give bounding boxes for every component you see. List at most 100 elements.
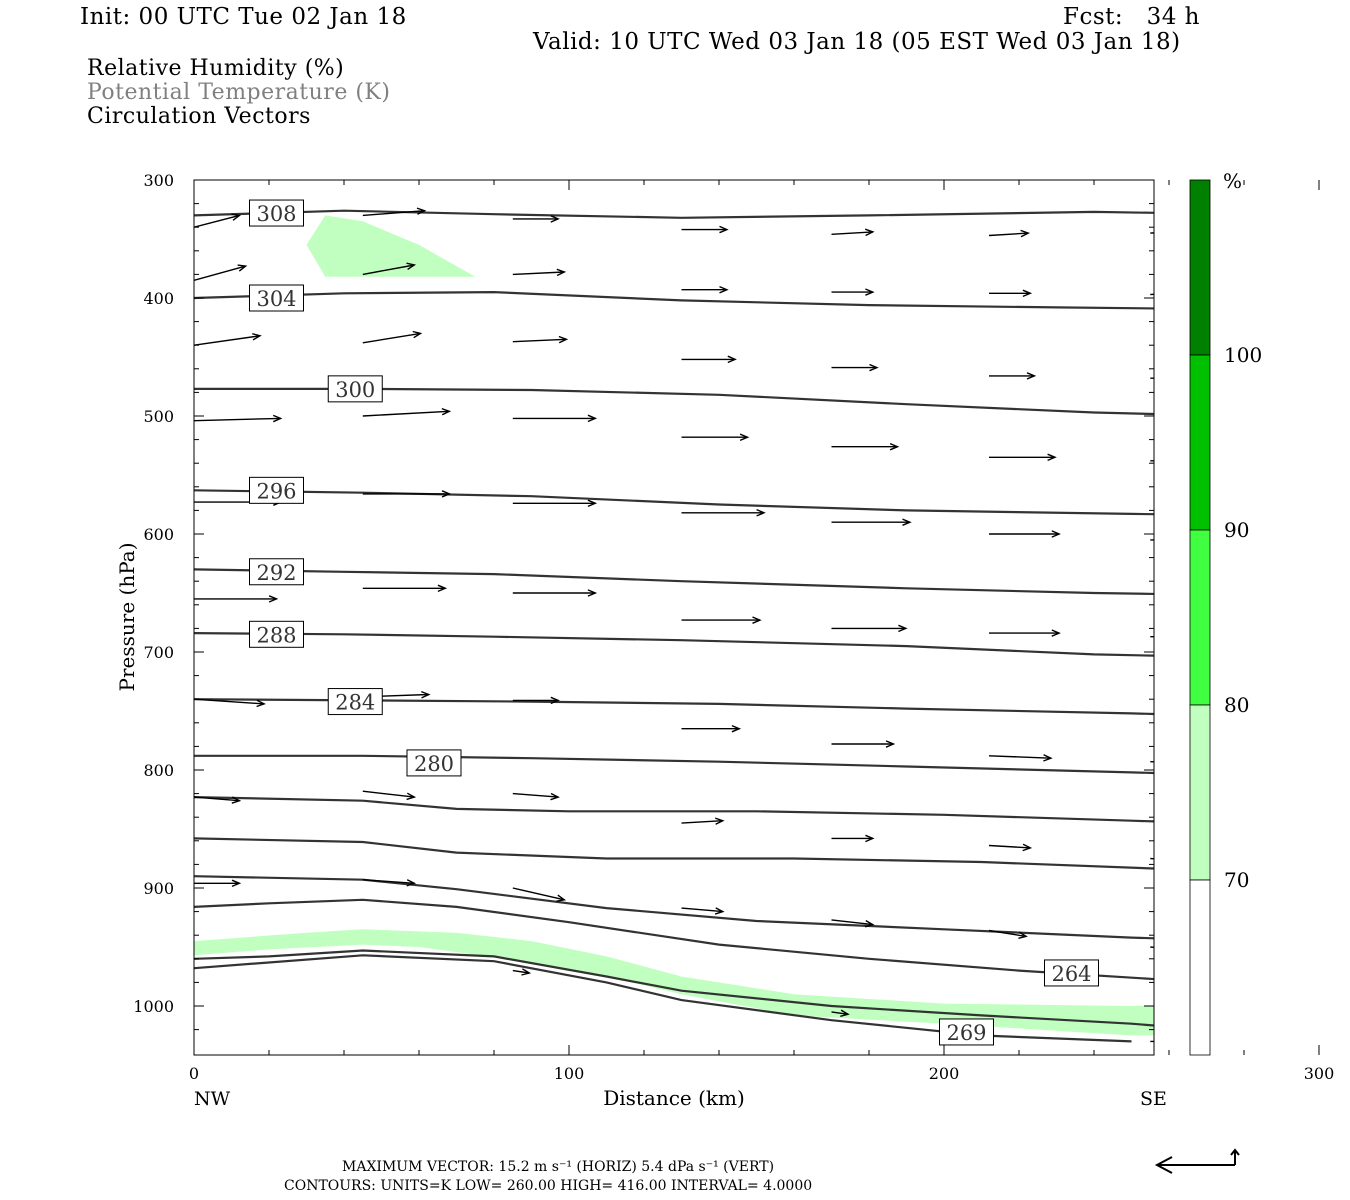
circulation-vector xyxy=(362,790,417,801)
rh-region-70 xyxy=(194,929,1154,1036)
circulation-vector xyxy=(1308,538,1350,544)
forecast-hour: Fcst: 34 h xyxy=(1063,4,1200,30)
circulation-vector xyxy=(512,696,560,705)
circulation-vector xyxy=(989,530,1061,538)
legend-title-theta: Potential Temperature (K) xyxy=(87,80,391,105)
circulation-vector xyxy=(1150,946,1154,949)
circulation-vector xyxy=(512,414,598,423)
colorbar-swatch xyxy=(1189,179,1211,356)
theta-contour-label: 300 xyxy=(327,375,383,403)
circulation-vector xyxy=(831,919,875,928)
svg-text:300: 300 xyxy=(335,378,375,402)
rh-region-70 xyxy=(306,215,476,277)
y-tick-label: 400 xyxy=(143,289,174,308)
circulation-vector xyxy=(831,288,875,296)
circulation-vector xyxy=(512,268,567,277)
x-tick-label: 0 xyxy=(189,1064,199,1083)
theta-contour-label: 284 xyxy=(327,688,383,716)
theta-contour-label: 292 xyxy=(249,558,304,586)
x-axis-title: Distance (km) xyxy=(603,1086,745,1110)
y-tick-label: 900 xyxy=(143,879,174,898)
circulation-vector xyxy=(831,442,900,451)
circulation-vector xyxy=(681,907,725,915)
colorbar-swatch xyxy=(1189,704,1211,881)
max-vector-note: MAXIMUM VECTOR: 15.2 m s⁻¹ (HORIZ) 5.4 d… xyxy=(342,1159,774,1175)
circulation-vector xyxy=(681,225,729,234)
circulation-vector xyxy=(681,508,766,517)
y-tick-label: 500 xyxy=(143,407,174,426)
x-tick-label: 300 xyxy=(1304,1064,1335,1083)
circulation-vector xyxy=(831,363,879,372)
theta-contour-label: 280 xyxy=(406,749,462,777)
circulation-vector xyxy=(681,724,742,733)
theta-contour-label: 264 xyxy=(1044,959,1099,987)
circulation-vector xyxy=(989,372,1037,380)
theta-contour-line xyxy=(194,796,1154,823)
theta-contour-label: 308 xyxy=(249,199,304,227)
circulation-vector xyxy=(831,1009,850,1017)
colorbar-label: 70 xyxy=(1224,868,1249,892)
init-time: Init: 00 UTC Tue 02 Jan 18 xyxy=(80,4,407,30)
circulation-vector xyxy=(362,407,452,417)
theta-contour-line xyxy=(194,632,1154,657)
circulation-vector xyxy=(194,414,283,423)
circulation-vector xyxy=(831,624,908,633)
contours-note: CONTOURS: UNITS=K LOW= 260.00 HIGH= 416.… xyxy=(284,1178,812,1194)
y-tick-label: 1000 xyxy=(133,997,174,1016)
circulation-vector xyxy=(512,887,567,902)
circulation-vector xyxy=(1150,293,1154,296)
theta-contour-line xyxy=(194,209,1154,219)
theta-contour-line xyxy=(194,290,1154,310)
svg-text:264: 264 xyxy=(1051,962,1091,986)
circulation-vector xyxy=(194,879,242,888)
circulation-vector xyxy=(681,285,729,294)
circulation-vector xyxy=(681,433,750,442)
circulation-vector xyxy=(831,834,875,843)
circulation-vector xyxy=(831,228,875,237)
colorbar-swatch xyxy=(1189,529,1211,706)
svg-text:280: 280 xyxy=(414,752,454,776)
circulation-vector xyxy=(681,355,737,364)
circulation-vector xyxy=(194,213,242,228)
circulation-vector xyxy=(194,333,262,346)
theta-contour-label: 296 xyxy=(249,476,304,504)
circulation-vector xyxy=(362,879,417,887)
theta-contour-label: 304 xyxy=(249,284,304,312)
circulation-vector xyxy=(989,289,1033,298)
svg-text:304: 304 xyxy=(256,287,296,311)
circulation-vector xyxy=(362,490,452,498)
x-end-left-label: NW xyxy=(194,1088,231,1110)
circulation-vector xyxy=(194,698,266,708)
circulation-vector xyxy=(988,229,1030,238)
circulation-vector xyxy=(1308,635,1350,641)
theta-contour-line xyxy=(194,875,1154,940)
theta-contour-label: 269 xyxy=(939,1018,994,1046)
y-tick-label: 600 xyxy=(143,525,174,544)
theta-contour-line xyxy=(194,754,1154,775)
circulation-vector xyxy=(512,499,598,508)
circulation-vector xyxy=(512,589,598,597)
reference-vector-icon xyxy=(1154,1148,1240,1174)
theta-contour-line xyxy=(194,837,1154,870)
theta-contour-line xyxy=(194,898,1154,981)
x-end-right-label: SE xyxy=(1140,1088,1167,1110)
theta-contour-line xyxy=(194,949,1154,1027)
circulation-vector xyxy=(1150,377,1154,379)
circulation-vector xyxy=(681,616,762,624)
circulation-vector xyxy=(194,595,279,603)
svg-text:296: 296 xyxy=(256,479,296,503)
circulation-vector xyxy=(1308,862,1350,868)
colorbar-swatch xyxy=(1189,354,1211,531)
circulation-vector xyxy=(1308,373,1345,379)
colorbar-label: 90 xyxy=(1224,518,1249,542)
circulation-vector xyxy=(989,629,1061,637)
theta-contour-line xyxy=(194,698,1154,716)
colorbar-label: 100 xyxy=(1224,343,1262,367)
colorbar-swatch xyxy=(1189,879,1211,1056)
circulation-vector xyxy=(1150,857,1154,860)
circulation-vector xyxy=(1308,1038,1333,1044)
circulation-vector xyxy=(1308,947,1341,953)
theta-contour-line xyxy=(194,489,1154,516)
svg-text:284: 284 xyxy=(335,691,375,715)
circulation-vector xyxy=(831,518,912,526)
